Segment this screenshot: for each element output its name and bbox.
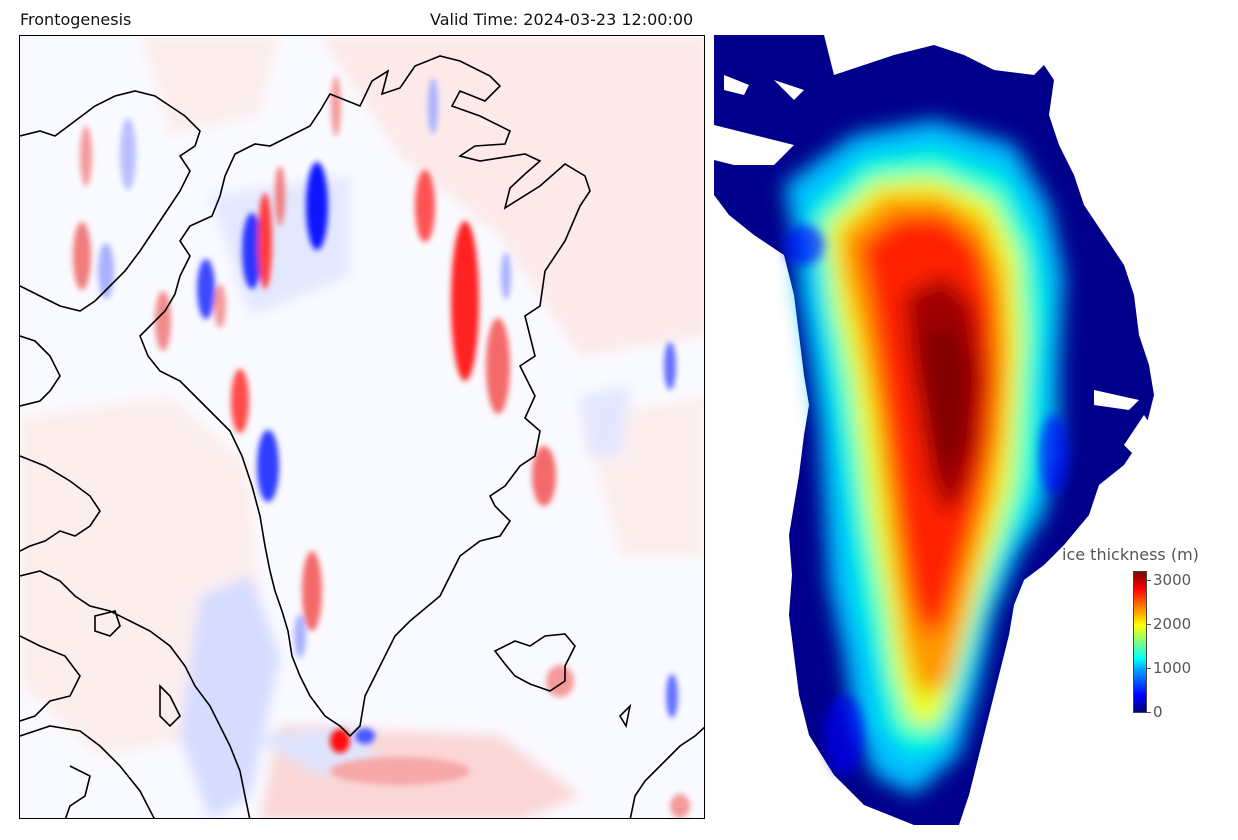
colorbar-tick xyxy=(1147,712,1151,713)
colorbar-tick-label: 1000 xyxy=(1153,659,1192,677)
colorbar-title: ice thickness (m) xyxy=(1062,545,1199,564)
colorbar-tick xyxy=(1147,624,1151,625)
ice-margin xyxy=(784,225,1069,775)
colorbar-tick-label: 3000 xyxy=(1153,571,1192,589)
colorbar xyxy=(1133,571,1147,713)
coastlines xyxy=(20,55,704,818)
map-title: Frontogenesis xyxy=(20,10,132,29)
colorbar-tick xyxy=(1147,580,1151,581)
colorbar-tick-label: 2000 xyxy=(1153,615,1192,633)
frontogenesis-bands xyxy=(73,76,690,818)
colorbar-tick-label: 0 xyxy=(1153,703,1163,721)
ice-thickness-field xyxy=(784,120,1064,795)
frontogenesis-map xyxy=(19,35,705,819)
fjords xyxy=(714,75,1154,455)
valid-time-label: Valid Time: 2024-03-23 12:00:00 xyxy=(430,10,694,29)
ice-thickness-map xyxy=(714,35,1238,825)
colorbar-tick xyxy=(1147,668,1151,669)
